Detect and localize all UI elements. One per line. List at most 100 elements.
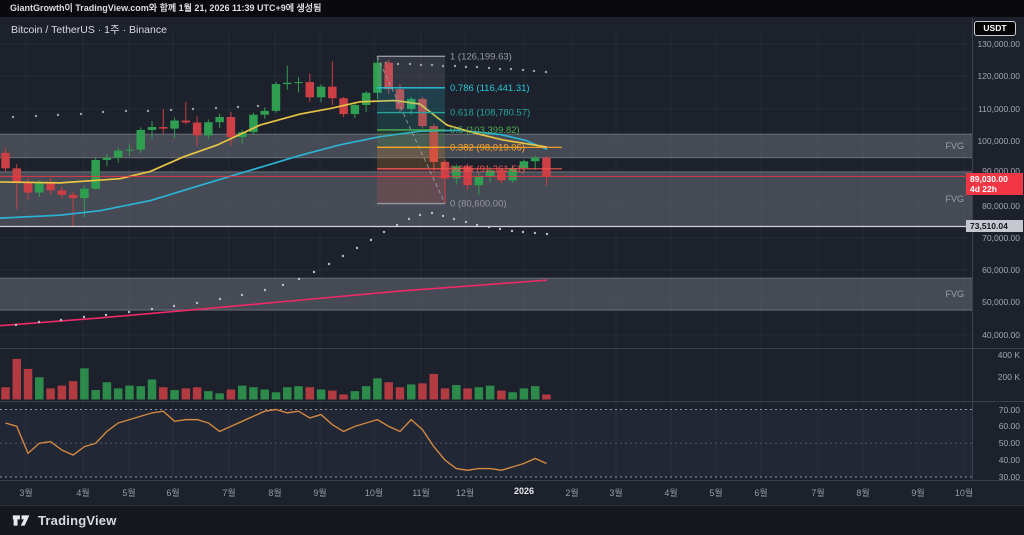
ma-longterm-line [0, 279, 548, 327]
sar-dots-upper-left [214, 106, 218, 110]
chart-canvas[interactable]: FVG FVG FVG 1 (126,199.63) 0.786 (116,441.31… [0, 17, 1024, 505]
tradingview-logo-icon[interactable] [12, 513, 31, 528]
sar-dots-rising [281, 283, 285, 287]
volume-bar [463, 388, 472, 400]
price-axis-label: 60,000.00 [982, 265, 1020, 275]
candle-body [192, 122, 202, 136]
volume-bar [519, 388, 529, 400]
low-price-badge: 73,510.04 [966, 220, 1023, 232]
sar-dots-upper-left [34, 114, 38, 118]
candle-body [23, 182, 33, 193]
price-axis-label: 90,000.00 [982, 166, 1020, 176]
sar-dots-rising [297, 277, 301, 281]
volume-bar [271, 392, 281, 400]
ma-slow-line [0, 129, 548, 219]
sar-dots-upper-right [419, 63, 423, 67]
sar-dots-upper-right [521, 68, 525, 72]
candle-body [271, 84, 281, 111]
candle-body [485, 170, 495, 177]
candle-body [361, 92, 371, 106]
sar-dots-rising [464, 220, 468, 224]
sar-dots-rising [452, 217, 456, 221]
candle-body [136, 129, 145, 150]
volume-bar [485, 385, 495, 400]
candle-body [1, 152, 10, 169]
fvg-zone [0, 171, 972, 227]
candle-body [12, 168, 22, 183]
candle-body [395, 89, 405, 109]
fvg-zone [0, 134, 972, 158]
volume-bar [147, 379, 157, 400]
volume-bar [237, 385, 247, 400]
price-axis-label: 400 K [997, 350, 1020, 360]
price-axis-label: 110,000.00 [978, 104, 1020, 114]
volume-bar [508, 392, 517, 400]
fvg-zone-label: FVG [945, 289, 964, 299]
sar-dots-rising [510, 229, 514, 233]
volume-bar [215, 393, 224, 400]
current-price-badge: 89,030.00 4d 22h [966, 173, 1023, 195]
price-axis-label: 100,000.00 [977, 136, 1020, 146]
sar-dots-rising [475, 223, 479, 227]
price-axis-label: 120,000.00 [977, 71, 1020, 81]
price-axis-label: 70.00 [998, 405, 1020, 415]
candle-body [283, 82, 292, 85]
time-axis-label: 2월 [565, 488, 579, 498]
sar-dots-rising [82, 315, 86, 319]
sar-dots-upper-right [544, 70, 548, 74]
sar-dots-rising [521, 230, 525, 234]
candle-body [159, 127, 168, 129]
tradingview-logo-text[interactable]: TradingView [38, 513, 117, 528]
sar-dots-upper-right [441, 64, 445, 68]
fib-band [377, 147, 445, 169]
currency-toggle-button[interactable]: USDT [974, 21, 1016, 36]
volume-bar [316, 389, 326, 400]
candle-body [530, 157, 540, 162]
sar-dots-rising [498, 227, 502, 231]
sar-dots-upper-left [191, 107, 195, 111]
fvg-zone-label: FVG [945, 194, 964, 204]
time-axis-label: 10월 [954, 488, 974, 498]
sar-dots-upper-left [146, 109, 150, 113]
candle-body [215, 116, 224, 123]
candle-body [474, 176, 484, 186]
chart-area[interactable]: FVG FVG FVG 1 (126,199.63) 0.786 (116,441.31… [0, 17, 1024, 505]
sar-dots-rising [441, 214, 445, 218]
sar-dots-rising [263, 288, 267, 292]
price-axis-label: 50,000.00 [982, 297, 1020, 307]
candle-body [294, 82, 303, 84]
sar-dots-rising [312, 270, 316, 274]
time-axis-label: 7월 [811, 488, 825, 498]
symbol-legend[interactable]: Bitcoin / TetherUS · 1주 · Binance [11, 24, 167, 36]
sar-dots-rising [104, 313, 108, 317]
volume-bar [429, 373, 439, 400]
volume-bar [474, 387, 484, 400]
sar-dots-rising [545, 232, 549, 236]
volume-bar [35, 377, 44, 400]
volume-bar [384, 382, 393, 400]
fib-band [377, 112, 445, 130]
candle-body [125, 149, 134, 151]
candle-body [542, 157, 551, 177]
volume-bar [57, 385, 67, 400]
volume-bar [181, 388, 191, 400]
sar-dots-upper-left [56, 113, 60, 117]
candle-body [497, 170, 506, 181]
volume-bar [305, 387, 315, 400]
fib-band [377, 168, 445, 204]
sar-dots-upper-right [498, 67, 502, 71]
sar-dots-upper-right [396, 62, 400, 66]
time-axis-label: 9월 [313, 488, 327, 498]
candle-body [102, 157, 112, 160]
candle-body [463, 166, 472, 186]
candle-body [170, 120, 179, 129]
price-axis-label: 30.00 [998, 472, 1020, 482]
candle-body [181, 120, 191, 123]
candle-body [35, 183, 44, 193]
sar-dots-rising [240, 293, 244, 297]
fib-level-label: 0.786 (116,441.31) [450, 83, 530, 94]
volume-bar [192, 387, 202, 400]
sar-dots-rising [14, 323, 18, 327]
volume-bar [260, 389, 269, 400]
volume-bar [406, 384, 416, 400]
